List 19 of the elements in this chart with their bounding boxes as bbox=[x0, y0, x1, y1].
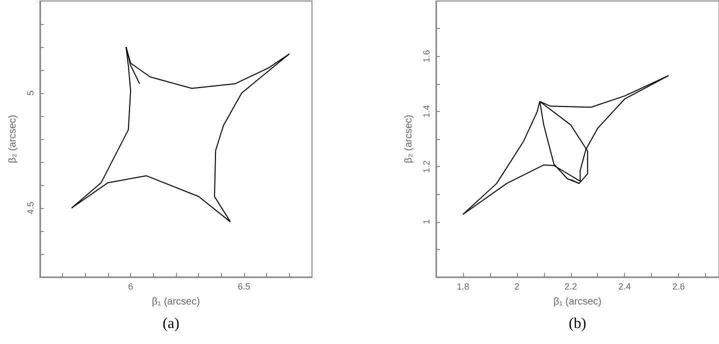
y-axis-title: β₂ (arcsec) bbox=[8, 114, 18, 164]
y-tick-label: 5 bbox=[25, 90, 36, 96]
x-tick-label: 1.8 bbox=[456, 282, 470, 292]
x-axis-title: β₁ (arcsec) bbox=[152, 296, 200, 308]
y-tick-label: 1 bbox=[422, 219, 432, 224]
x-tick-label: 2.6 bbox=[672, 282, 685, 292]
x-tick-label: 2.4 bbox=[618, 282, 631, 292]
y-tick-label: 1.6 bbox=[422, 50, 432, 62]
text: (a) bbox=[162, 316, 180, 333]
x-axis-title: β₁ (arcsec) bbox=[553, 296, 602, 308]
x-tick-label: 2.2 bbox=[564, 282, 578, 292]
x-tick-label: 2 bbox=[514, 282, 520, 292]
y-tick-label: 1.4 bbox=[422, 105, 432, 118]
y-tick-label: 4.5 bbox=[25, 202, 36, 214]
y-tick-label: 1.2 bbox=[422, 160, 432, 173]
y-axis-title: β₂ (arcsec) bbox=[404, 114, 415, 164]
x-tick-label: 6.5 bbox=[238, 282, 250, 292]
x-tick-label: 6 bbox=[128, 282, 134, 292]
text: (b) bbox=[568, 316, 588, 333]
